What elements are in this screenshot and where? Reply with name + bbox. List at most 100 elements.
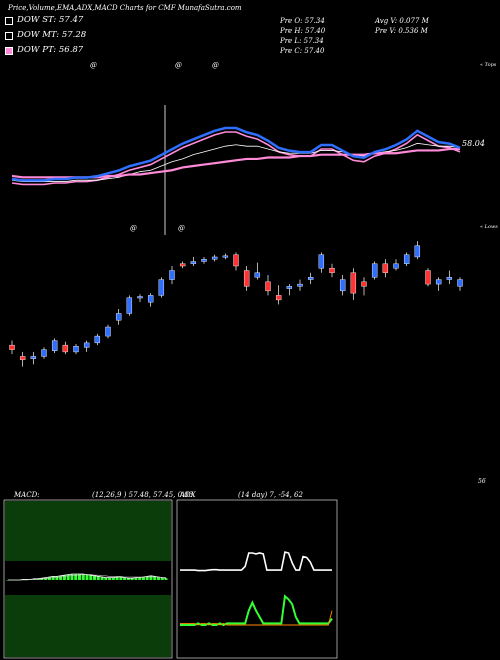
macd-histogram-bar bbox=[119, 577, 123, 580]
candle-body bbox=[275, 295, 282, 301]
candle-body bbox=[222, 255, 229, 258]
macd-bg-top bbox=[5, 501, 171, 561]
macd-title: MACD: bbox=[14, 491, 40, 499]
candle-body bbox=[329, 268, 335, 273]
candle-body bbox=[446, 277, 453, 280]
candle-body bbox=[350, 272, 357, 294]
macd-histogram-bar bbox=[55, 576, 59, 580]
candle-body bbox=[254, 272, 261, 278]
stat-open: Pre O: 57.34 bbox=[280, 17, 325, 25]
macd-histogram-bar bbox=[59, 575, 63, 580]
candle-body bbox=[9, 344, 15, 350]
candle-body bbox=[457, 279, 463, 287]
candle-body bbox=[318, 254, 325, 269]
macd-histogram-bar bbox=[77, 574, 81, 580]
macd-histogram-bar bbox=[74, 574, 78, 580]
top-marker-2: @ bbox=[212, 61, 219, 69]
macd-histogram-bar bbox=[126, 578, 130, 580]
macd-histogram-bar bbox=[141, 577, 145, 580]
di-minus-line bbox=[180, 610, 333, 626]
candle-body bbox=[414, 245, 421, 258]
candle-body bbox=[297, 283, 303, 287]
adx-line bbox=[180, 551, 332, 572]
tops-label: « Tops bbox=[480, 62, 497, 68]
candle-body bbox=[137, 296, 143, 299]
macd-histogram-bar bbox=[81, 574, 85, 580]
macd-histogram-bar bbox=[62, 575, 66, 580]
macd-histogram-bar bbox=[149, 575, 153, 580]
ema-line-1 bbox=[11, 142, 461, 182]
candle-body bbox=[190, 261, 197, 264]
candle-body bbox=[265, 281, 271, 292]
candle-body bbox=[393, 263, 399, 269]
macd-histogram-bar bbox=[104, 577, 108, 580]
macd-histogram-bar bbox=[108, 577, 112, 580]
macd-histogram-bar bbox=[85, 574, 89, 580]
top-marker-0: @ bbox=[90, 61, 97, 69]
macd-signal-line bbox=[8, 574, 166, 581]
candle-body bbox=[147, 295, 154, 303]
candle-body bbox=[286, 286, 293, 289]
macd-bg-bottom bbox=[5, 595, 171, 657]
macd-histogram-bar bbox=[111, 577, 115, 580]
di-plus-line bbox=[180, 594, 333, 627]
macd-histogram-bar bbox=[51, 576, 55, 580]
legend-swatch-st bbox=[5, 17, 13, 25]
candle-body bbox=[41, 349, 47, 357]
ema-line-2 bbox=[11, 147, 460, 179]
top-marker-1: @ bbox=[175, 61, 182, 69]
candle-body bbox=[425, 270, 431, 285]
macd-histogram-bar bbox=[160, 577, 164, 580]
candle-body bbox=[179, 263, 186, 267]
macd-histogram-bar bbox=[115, 577, 119, 580]
stat-high: Pre H: 57.40 bbox=[280, 27, 326, 35]
macd-histogram-bar bbox=[138, 577, 142, 580]
candle-body bbox=[73, 346, 79, 353]
candle-body bbox=[62, 344, 69, 353]
candle-body bbox=[94, 335, 101, 344]
candle-body bbox=[403, 254, 410, 264]
macd-histogram-bar bbox=[96, 576, 100, 580]
legend-dow-pt: DOW PT: 56.87 bbox=[17, 45, 84, 55]
adx-params: (14 day) 7, -54, 62 bbox=[238, 491, 303, 499]
candle-body bbox=[371, 263, 378, 278]
legend-dow-st: DOW ST: 57.47 bbox=[17, 15, 84, 25]
price-label: 58.04 bbox=[462, 139, 485, 148]
legend-dow-mt: DOW MT: 57.28 bbox=[17, 30, 87, 40]
macd-histogram-bar bbox=[70, 574, 74, 580]
candle-body bbox=[158, 279, 165, 296]
macd-histogram-bar bbox=[123, 577, 127, 580]
macd-histogram-bar bbox=[145, 576, 149, 580]
candle-body bbox=[361, 281, 367, 287]
legend-swatch-pt bbox=[5, 47, 13, 55]
stat-prev-volume: Pre V: 0.536 M bbox=[375, 27, 428, 35]
macd-histogram-bar bbox=[134, 577, 138, 580]
adx-title: ADX bbox=[180, 491, 196, 499]
macd-histogram-bar bbox=[93, 575, 97, 580]
candle-body bbox=[126, 297, 133, 314]
macd-histogram-bar bbox=[89, 575, 93, 580]
stat-low: Pre L: 57.34 bbox=[280, 37, 324, 45]
lows-label: « Lows bbox=[480, 224, 498, 230]
candle-body bbox=[30, 356, 37, 359]
trend-line-blue bbox=[11, 126, 461, 182]
macd-histogram-bar bbox=[66, 574, 70, 580]
low-marker-1: @ bbox=[178, 224, 185, 232]
candle-body bbox=[339, 279, 346, 292]
candle-body bbox=[115, 313, 122, 321]
candle-body bbox=[435, 279, 442, 285]
candle-body bbox=[201, 259, 207, 262]
stat-avg-volume: Avg V: 0.077 M bbox=[375, 17, 429, 25]
macd-histogram-bar bbox=[156, 577, 160, 580]
stat-close: Pre C: 57.40 bbox=[280, 47, 325, 55]
candle-body bbox=[382, 263, 389, 273]
macd-params: (12,26,9 ) 57.48, 57.45, 0.03 bbox=[92, 491, 194, 499]
scale-label: 56 bbox=[478, 478, 486, 485]
macd-histogram-bar bbox=[100, 577, 104, 580]
candle-body bbox=[307, 277, 314, 280]
candle-body bbox=[19, 356, 26, 361]
candle-body bbox=[211, 256, 218, 260]
candle-body bbox=[233, 254, 239, 267]
candle-body bbox=[51, 340, 58, 351]
